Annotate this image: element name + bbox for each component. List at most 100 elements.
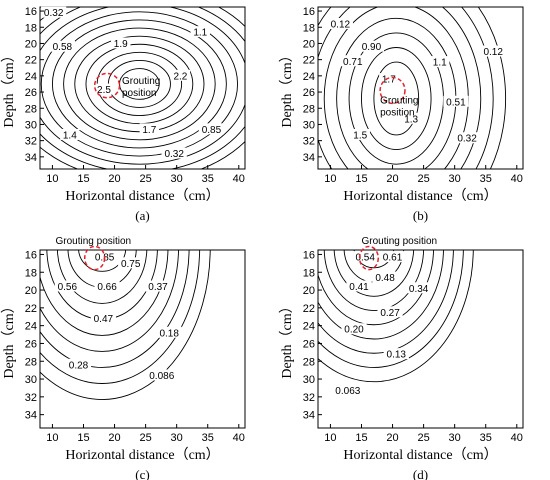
y-tick-label: 20 xyxy=(25,38,37,50)
y-tick-label: 26 xyxy=(303,87,315,99)
y-tick-label: 18 xyxy=(25,22,37,34)
contour-label-bg xyxy=(49,40,75,52)
contour-label-bg xyxy=(346,280,372,292)
y-tick-label: 32 xyxy=(303,392,315,404)
y-tick-label: 32 xyxy=(25,136,37,148)
x-tick-label: 40 xyxy=(511,173,523,185)
contour-line xyxy=(40,250,179,352)
contour-label: 1.3 xyxy=(404,114,418,125)
contour-label: 0.12 xyxy=(483,47,503,58)
contour-label: 0.54 xyxy=(355,253,375,264)
contour-labels: 0.32 1.1 0.58 1.9 2.2 2.5 1.4 1.7 0.85 0.32 xyxy=(41,6,225,160)
contour-label-bg xyxy=(90,312,116,324)
y-tick-label: 30 xyxy=(303,374,315,386)
x-axis-label: Horizontal distance（cm） xyxy=(65,447,219,463)
y-tick-label: 28 xyxy=(303,103,315,115)
contour-line xyxy=(40,7,245,165)
contour-label-bg xyxy=(340,55,366,67)
contour-label-bg xyxy=(190,26,210,38)
panel-label: (a) xyxy=(135,208,149,223)
contour-label-bg xyxy=(146,369,178,381)
contour-line xyxy=(40,250,190,368)
contour-label-bg xyxy=(94,83,114,95)
contour-line xyxy=(333,250,415,297)
x-tick-label: 20 xyxy=(108,432,120,444)
contour-label: 0.37 xyxy=(148,282,168,293)
contour-labels: 0.54 0.61 0.48 0.41 0.34 0.27 0.20 0.13 0.063 xyxy=(332,251,432,397)
x-tick-label: 40 xyxy=(233,173,245,185)
contour-label: 2.5 xyxy=(97,85,111,96)
contour-label-bg xyxy=(94,280,120,292)
x-tick-label: 35 xyxy=(480,173,492,185)
y-tick-label: 28 xyxy=(25,103,37,115)
y-tick-label: 34 xyxy=(303,410,315,422)
panel-b: 0.12 0.90 0.71 1.1 0.12 1.7 0.51 1.3 1.5 0.32 Gro… xyxy=(279,6,524,223)
panel-d: 0.54 0.61 0.48 0.41 0.34 0.27 0.20 0.13 0.063 Gr… xyxy=(279,236,524,480)
contour-label: 0.75 xyxy=(121,259,141,270)
grouting-position-marker xyxy=(83,245,106,271)
contour-line xyxy=(40,250,211,400)
y-tick-label: 34 xyxy=(25,152,37,164)
contour-label-bg xyxy=(156,326,182,338)
contour-label-bg xyxy=(379,251,406,263)
contour-label: 0.20 xyxy=(344,325,364,336)
contour-line xyxy=(353,250,395,269)
contour-label: 1.4 xyxy=(63,130,77,141)
contour-line xyxy=(67,250,137,288)
contour-label-bg xyxy=(54,280,80,292)
y-tick-label: 28 xyxy=(303,356,315,368)
x-tick-label: 15 xyxy=(355,173,367,185)
contour-label: 1.7 xyxy=(382,75,396,86)
contour-line xyxy=(74,35,205,133)
contour-label-bg xyxy=(406,282,432,294)
contour-label: 2.2 xyxy=(173,71,187,82)
y-tick-label: 24 xyxy=(25,71,37,83)
contour-line xyxy=(318,250,474,383)
contour-label: 0.13 xyxy=(387,350,407,361)
y-axis-label: Depth（cm） xyxy=(1,48,17,127)
grouting-position-marker xyxy=(93,72,121,99)
contour-label: 0.32 xyxy=(44,8,64,19)
x-tick-label: 30 xyxy=(171,173,183,185)
y-tick-label: 20 xyxy=(25,285,37,297)
y-tick-label: 16 xyxy=(25,6,37,18)
contour-label-bg xyxy=(430,56,450,68)
contour-label-bg xyxy=(327,18,353,30)
x-tick-label: 20 xyxy=(108,173,120,185)
y-axis-ticks: 16 18 20 22 24 26 28 30 32 34 xyxy=(303,249,322,422)
contour-label: 0.61 xyxy=(383,253,403,264)
y-tick-label: 30 xyxy=(25,119,37,131)
contour-label: 0.32 xyxy=(457,134,477,145)
contour-line xyxy=(373,61,420,136)
contour-label: 0.32 xyxy=(164,149,184,160)
x-axis-ticks: 10 15 20 25 30 35 40 xyxy=(46,165,245,185)
x-tick-label: 25 xyxy=(417,173,429,185)
contour-label-bg xyxy=(352,251,378,263)
contour-label-bg xyxy=(60,128,80,140)
contour-label-bg xyxy=(480,45,506,57)
y-tick-label: 24 xyxy=(303,321,315,333)
contour-label: 0.063 xyxy=(335,386,360,397)
y-tick-label: 32 xyxy=(303,136,315,148)
contour-label: 0.47 xyxy=(94,314,114,325)
contour-line xyxy=(318,250,454,354)
contour-label-bg xyxy=(454,132,480,144)
y-tick-label: 26 xyxy=(303,338,315,350)
grouting-position-marker xyxy=(358,245,380,271)
x-tick-label: 30 xyxy=(171,432,183,444)
contour-label: 0.48 xyxy=(375,273,395,284)
y-axis-ticks: 16 18 20 22 24 26 28 30 32 34 xyxy=(25,6,44,164)
contour-line xyxy=(40,250,169,336)
contour-label: 1.1 xyxy=(433,58,447,69)
contour-line xyxy=(318,7,482,169)
y-tick-label: 22 xyxy=(25,303,37,315)
y-tick-label: 16 xyxy=(303,6,315,18)
contour-label: 0.58 xyxy=(53,42,73,53)
x-tick-label: 35 xyxy=(202,173,214,185)
y-tick-label: 26 xyxy=(25,338,37,350)
contour-label-bg xyxy=(401,112,421,124)
contour-label-bg xyxy=(383,348,409,360)
x-tick-label: 15 xyxy=(355,432,367,444)
y-tick-label: 16 xyxy=(25,249,37,261)
